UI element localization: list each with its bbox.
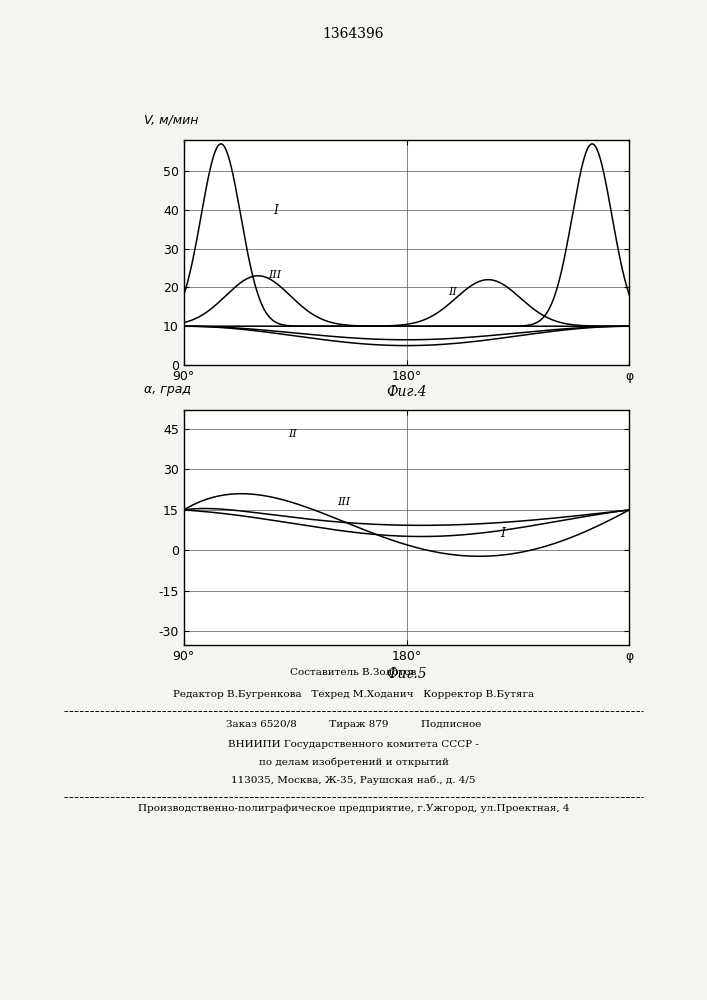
Text: II: II (449, 287, 457, 297)
Text: I: I (501, 527, 506, 540)
Text: III: III (268, 270, 281, 280)
Text: V, м/мин: V, м/мин (144, 113, 198, 126)
Text: Фиг.5: Фиг.5 (386, 667, 427, 681)
Text: ВНИИПИ Государственного комитета СССР -: ВНИИПИ Государственного комитета СССР - (228, 740, 479, 749)
Text: Фиг.4: Фиг.4 (386, 385, 427, 399)
Text: Производственно-полиграфическое предприятие, г.Ужгород, ул.Проектная, 4: Производственно-полиграфическое предприя… (138, 804, 569, 813)
Text: α, град: α, град (144, 383, 191, 396)
Text: Составитель В.Золотов: Составитель В.Золотов (291, 668, 416, 677)
Text: II: II (288, 429, 296, 439)
Text: III: III (337, 497, 351, 507)
Text: Заказ 6520/8          Тираж 879          Подписное: Заказ 6520/8 Тираж 879 Подписное (226, 720, 481, 729)
Text: I: I (273, 204, 278, 217)
Text: 1364396: 1364396 (323, 27, 384, 41)
Text: Редактор В.Бугренкова   Техред М.Ходанич   Корректор В.Бутяга: Редактор В.Бугренкова Техред М.Ходанич К… (173, 690, 534, 699)
Text: по делам изобретений и открытий: по делам изобретений и открытий (259, 758, 448, 767)
Text: 113035, Москва, Ж-35, Раушская наб., д. 4/5: 113035, Москва, Ж-35, Раушская наб., д. … (231, 776, 476, 785)
